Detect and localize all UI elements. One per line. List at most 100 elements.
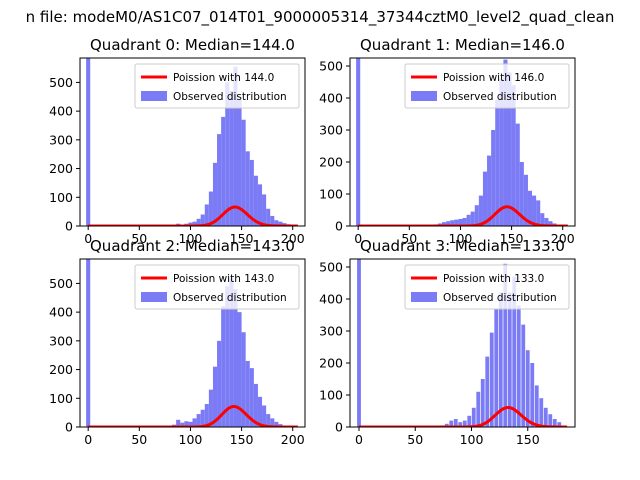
x-tick-label: 0 xyxy=(355,432,363,447)
histogram-bar xyxy=(237,312,242,427)
histogram-bar xyxy=(491,130,496,226)
x-tick-label: 200 xyxy=(281,432,305,447)
legend-box xyxy=(404,63,570,109)
chart-title: Quadrant 1: Median=146.0 xyxy=(360,36,565,54)
x-tick-label: 200 xyxy=(281,231,305,246)
histogram-bar xyxy=(221,306,226,427)
y-tick-label: 300 xyxy=(49,333,73,348)
histogram-bar xyxy=(180,422,185,427)
legend-label-observed: Observed distribution xyxy=(173,91,287,103)
histogram-bar xyxy=(446,221,451,226)
x-tick-label: 50 xyxy=(401,231,417,246)
histogram-bar xyxy=(449,420,454,427)
y-tick-label: 300 xyxy=(49,132,73,147)
x-tick-label: 150 xyxy=(516,432,540,447)
histogram-bar xyxy=(519,162,524,226)
histogram-bar xyxy=(192,418,197,427)
histogram-bar xyxy=(196,218,201,226)
histogram-bar xyxy=(503,59,508,226)
histogram-bar xyxy=(233,289,238,427)
histogram-bar xyxy=(257,184,263,226)
histogram-bar xyxy=(442,222,447,226)
y-tick-label: 200 xyxy=(319,155,343,170)
histogram-bar xyxy=(454,219,459,226)
plot-area xyxy=(357,259,568,427)
histogram-bar xyxy=(253,383,258,427)
histogram-bar xyxy=(278,221,283,226)
histogram-bar xyxy=(245,151,250,226)
histogram-bar xyxy=(249,368,254,427)
histogram-bar xyxy=(188,222,193,226)
histogram-bar xyxy=(208,389,213,427)
histogram-bar xyxy=(534,385,539,427)
y-tick-label: 500 xyxy=(49,276,73,291)
histogram-bar xyxy=(485,356,490,427)
axes-frame xyxy=(349,258,576,428)
histogram-bar xyxy=(274,220,279,226)
y-tick-label: 500 xyxy=(319,59,343,74)
histogram-bar xyxy=(200,409,205,427)
histogram-bar xyxy=(539,398,544,427)
histogram-bar xyxy=(478,195,483,226)
histogram-bar xyxy=(471,407,476,427)
histogram-bar xyxy=(536,200,541,226)
histogram-bar xyxy=(253,175,258,226)
histogram-bar xyxy=(241,119,246,226)
x-tick-label: 50 xyxy=(131,231,147,246)
histogram-bar xyxy=(204,204,209,226)
histogram-bar xyxy=(192,221,197,226)
x-tick-label: 100 xyxy=(179,432,203,447)
histogram-bar xyxy=(245,360,250,427)
x-tick-label: 150 xyxy=(230,432,254,447)
histogram-bar xyxy=(525,350,530,427)
legend-box xyxy=(134,63,300,109)
chart-title: Quadrant 2: Median=143.0 xyxy=(90,237,295,255)
histogram-bar xyxy=(515,123,520,226)
histogram-bar xyxy=(200,214,205,226)
histogram-bar xyxy=(540,213,545,226)
histogram-bar xyxy=(225,82,230,226)
legend-label-poisson: Poission with 146.0 xyxy=(443,72,544,84)
histogram-bar xyxy=(225,286,230,427)
legend-label-poisson: Poission with 143.0 xyxy=(173,273,274,285)
histogram-bar xyxy=(516,305,521,427)
y-tick-label: 400 xyxy=(319,91,343,106)
histogram-bar xyxy=(466,214,471,226)
histogram-bar xyxy=(474,205,479,226)
y-tick-label: 300 xyxy=(319,123,343,138)
y-tick-label: 100 xyxy=(49,391,73,406)
histogram-bar xyxy=(552,419,557,427)
x-tick-label: 100 xyxy=(179,231,203,246)
x-tick-label: 200 xyxy=(551,231,575,246)
legend-swatch-observed xyxy=(411,292,437,302)
y-tick-label: 400 xyxy=(319,292,343,307)
legend-swatch-observed xyxy=(411,91,437,101)
histogram-bar xyxy=(257,396,263,427)
histogram-bar xyxy=(532,195,537,226)
histogram-bar xyxy=(270,418,275,427)
histogram-bar xyxy=(217,340,222,427)
legend-box xyxy=(134,264,300,310)
chart-panel-1: 0 50 100 150 200 0 100 200 300 400 500 Quadrant 1: … xyxy=(319,36,576,246)
y-tick-label: 200 xyxy=(49,362,73,377)
x-tick-label: 0 xyxy=(84,432,92,447)
histogram-bar xyxy=(523,174,528,226)
histogram-bar xyxy=(229,277,234,427)
axes-frame xyxy=(79,258,306,428)
histogram-bar xyxy=(237,99,242,226)
histogram-bar xyxy=(495,99,500,226)
histogram-bar xyxy=(458,422,463,427)
x-tick-label: 50 xyxy=(407,432,423,447)
histogram-bar xyxy=(86,58,91,226)
figure-title: n file: modeM0/AS1C07_014T01_9000005314_… xyxy=(26,8,615,27)
legend-swatch-observed xyxy=(141,91,167,101)
histogram-bar xyxy=(458,218,463,226)
histogram-bar xyxy=(204,404,209,427)
histogram-bar xyxy=(462,420,467,427)
legend-box xyxy=(404,264,570,310)
histogram-bar xyxy=(266,208,271,226)
histogram-bar xyxy=(467,415,472,427)
legend-label-observed: Observed distribution xyxy=(443,91,557,103)
histogram-bar xyxy=(527,190,533,226)
chart-panel-2: 0 50 100 150 200 0 100 200 300 400 500 Quadrant 2: … xyxy=(49,237,306,447)
